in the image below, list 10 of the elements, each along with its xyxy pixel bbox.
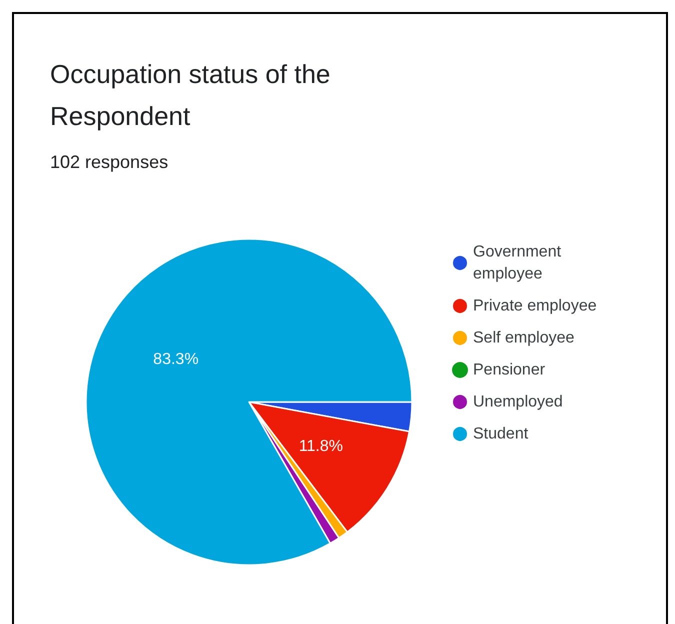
chart-title: Occupation status of the Respondent (50, 59, 338, 131)
legend-label: Pensioner (473, 362, 546, 378)
legend-label: Self employee (473, 330, 574, 346)
data-label: 83.3% (153, 351, 199, 368)
legend-label: Private employee (473, 298, 597, 314)
data-label: 11.8% (298, 438, 344, 455)
legend-label: Unemployed (473, 394, 563, 410)
chart-subtitle: 102 responses (50, 152, 168, 172)
legend-label: Government employee (473, 244, 566, 282)
legend-label: Student (473, 426, 529, 442)
